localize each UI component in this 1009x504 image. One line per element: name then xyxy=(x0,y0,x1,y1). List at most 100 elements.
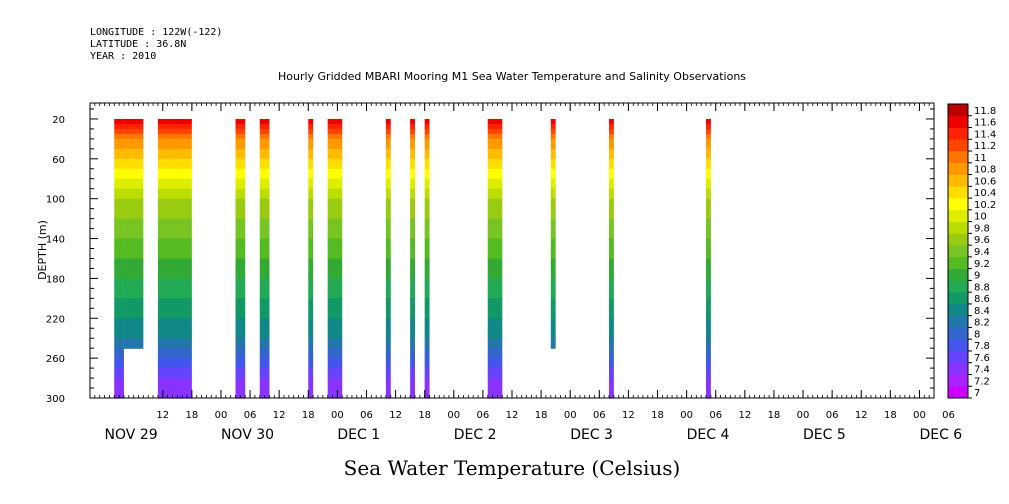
temperature-cell xyxy=(487,333,503,339)
temperature-cell xyxy=(385,303,391,309)
temperature-cell xyxy=(550,183,556,190)
colorbar-swatch xyxy=(948,386,968,399)
temperature-cell xyxy=(550,238,556,245)
temperature-cell xyxy=(410,373,415,379)
temperature-cell xyxy=(609,243,614,250)
temperature-cell xyxy=(235,208,246,215)
temperature-cell xyxy=(487,238,503,245)
x-tick-label: 12 xyxy=(506,410,519,421)
temperature-cell xyxy=(308,178,314,185)
temperature-cell xyxy=(123,238,144,245)
temperature-cell xyxy=(487,233,503,240)
temperature-cell xyxy=(157,143,192,150)
temperature-cell xyxy=(259,278,270,284)
temperature-cell xyxy=(550,178,556,185)
temperature-cell xyxy=(123,323,144,329)
temperature-cell xyxy=(550,303,556,309)
temperature-cell xyxy=(609,133,614,140)
temperature-cell xyxy=(235,253,246,260)
temperature-cell xyxy=(609,373,614,379)
temperature-cell xyxy=(327,188,343,195)
temperature-cell xyxy=(410,318,415,324)
temperature-cell xyxy=(327,358,343,364)
temperature-cell xyxy=(410,228,415,235)
temperature-cell xyxy=(424,243,430,250)
temperature-cell xyxy=(424,188,430,195)
temperature-cell xyxy=(235,233,246,240)
y-tick-label: 260 xyxy=(46,354,65,365)
temperature-cell xyxy=(259,273,270,280)
temperature-cell xyxy=(235,218,246,225)
temperature-cell xyxy=(114,298,124,304)
temperature-cell xyxy=(550,313,556,319)
temperature-cell xyxy=(410,378,415,384)
temperature-cell xyxy=(385,203,391,210)
temperature-cell xyxy=(609,368,614,374)
temperature-cell xyxy=(385,288,391,294)
temperature-cell xyxy=(487,188,503,195)
temperature-cell xyxy=(410,363,415,369)
temperature-cell xyxy=(609,288,614,294)
temperature-cell xyxy=(385,178,391,185)
data-segment xyxy=(609,118,614,399)
temperature-cell xyxy=(327,173,343,180)
temperature-cell xyxy=(706,243,711,250)
temperature-cell xyxy=(410,368,415,374)
temperature-cell xyxy=(706,268,711,275)
temperature-cell xyxy=(410,308,415,314)
temperature-cell xyxy=(157,253,192,260)
temperature-cell xyxy=(424,123,430,130)
temperature-cell xyxy=(259,308,270,314)
temperature-cell xyxy=(609,318,614,324)
temperature-cell xyxy=(114,278,124,284)
temperature-cell xyxy=(308,213,314,220)
temperature-cell xyxy=(410,143,415,150)
temperature-cell xyxy=(487,213,503,220)
temperature-cell xyxy=(123,293,144,299)
temperature-cell xyxy=(123,338,144,344)
temperature-cell xyxy=(706,223,711,230)
temperature-cell xyxy=(308,253,314,260)
temperature-cell xyxy=(424,198,430,205)
y-tick-label: 180 xyxy=(46,274,65,285)
temperature-cell xyxy=(385,368,391,374)
temperature-cell xyxy=(410,168,415,175)
temperature-cell xyxy=(385,363,391,369)
temperature-cell xyxy=(157,328,192,334)
temperature-cell xyxy=(259,213,270,220)
temperature-cell xyxy=(385,278,391,284)
temperature-cell xyxy=(706,218,711,225)
temperature-cell xyxy=(487,293,503,299)
temperature-cell xyxy=(385,173,391,180)
temperature-cell xyxy=(308,258,314,265)
x-tick-label: 06 xyxy=(942,410,955,421)
temperature-cell xyxy=(259,348,270,354)
temperature-cell xyxy=(550,298,556,304)
temperature-cell xyxy=(410,128,415,135)
temperature-cell xyxy=(123,228,144,235)
temperature-cell xyxy=(327,208,343,215)
temperature-cell xyxy=(487,228,503,235)
temperature-cell xyxy=(410,298,415,304)
x-day-label: DEC 3 xyxy=(570,427,613,443)
temperature-cell xyxy=(308,348,314,354)
temperature-cell xyxy=(327,283,343,289)
temperature-cell xyxy=(235,288,246,294)
temperature-cell xyxy=(550,118,556,125)
temperature-cell xyxy=(235,278,246,284)
temperature-cell xyxy=(235,348,246,354)
temperature-cell xyxy=(327,303,343,309)
temperature-cell xyxy=(609,278,614,284)
temperature-cell xyxy=(308,373,314,379)
x-axis-title: Sea Water Temperature (Celsius) xyxy=(344,456,681,480)
temperature-cell xyxy=(327,268,343,275)
x-tick-label: 18 xyxy=(535,410,548,421)
x-tick-label: 00 xyxy=(913,410,926,421)
temperature-cell xyxy=(259,183,270,190)
x-tick-label: 12 xyxy=(156,410,169,421)
temperature-cell xyxy=(550,143,556,150)
temperature-cell xyxy=(327,218,343,225)
temperature-cell xyxy=(385,238,391,245)
x-tick-label: 00 xyxy=(331,410,344,421)
